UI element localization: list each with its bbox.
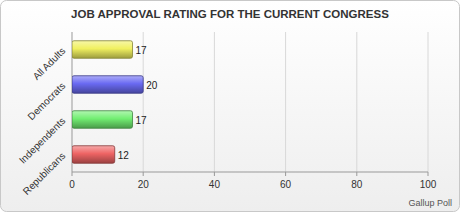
chart-title: JOB APPROVAL RATING FOR THE CURRENT CONG… (71, 8, 389, 20)
grid-line (356, 32, 357, 172)
category-label: Republicans (21, 150, 68, 197)
tick-label: 0 (69, 179, 75, 190)
chart-frame (1, 1, 460, 212)
x-axis-line (72, 172, 428, 173)
source-note: Gallup Poll (408, 198, 452, 208)
category-label: Democrats (25, 80, 67, 122)
tick-mark (356, 172, 357, 176)
grid-line (428, 32, 429, 172)
grid: 0 20 40 60 80 100 (69, 32, 437, 190)
chart-svg: JOB APPROVAL RATING FOR THE CURRENT CONG… (0, 0, 460, 212)
tick-mark (143, 172, 144, 176)
tick-mark (428, 172, 429, 176)
tick-label: 80 (351, 179, 363, 190)
data-label: 20 (146, 80, 158, 91)
bar (72, 111, 133, 129)
tick-mark (214, 172, 215, 176)
tick-label: 20 (138, 179, 150, 190)
grid-line (214, 32, 215, 172)
tick-mark (285, 172, 286, 176)
bar (72, 41, 133, 59)
labels: 17All Adults20Democrats17Independents12R… (17, 45, 158, 197)
tick-mark (72, 172, 73, 176)
tick-label: 60 (280, 179, 292, 190)
data-label: 12 (118, 150, 130, 161)
bar (72, 76, 143, 94)
bar (72, 146, 115, 164)
category-label: All Adults (31, 45, 68, 82)
chart-container: JOB APPROVAL RATING FOR THE CURRENT CONG… (0, 0, 460, 212)
tick-label: 40 (209, 179, 221, 190)
tick-label: 100 (420, 179, 437, 190)
grid-line (285, 32, 286, 172)
bars (72, 41, 143, 164)
data-label: 17 (136, 115, 148, 126)
data-label: 17 (136, 45, 148, 56)
